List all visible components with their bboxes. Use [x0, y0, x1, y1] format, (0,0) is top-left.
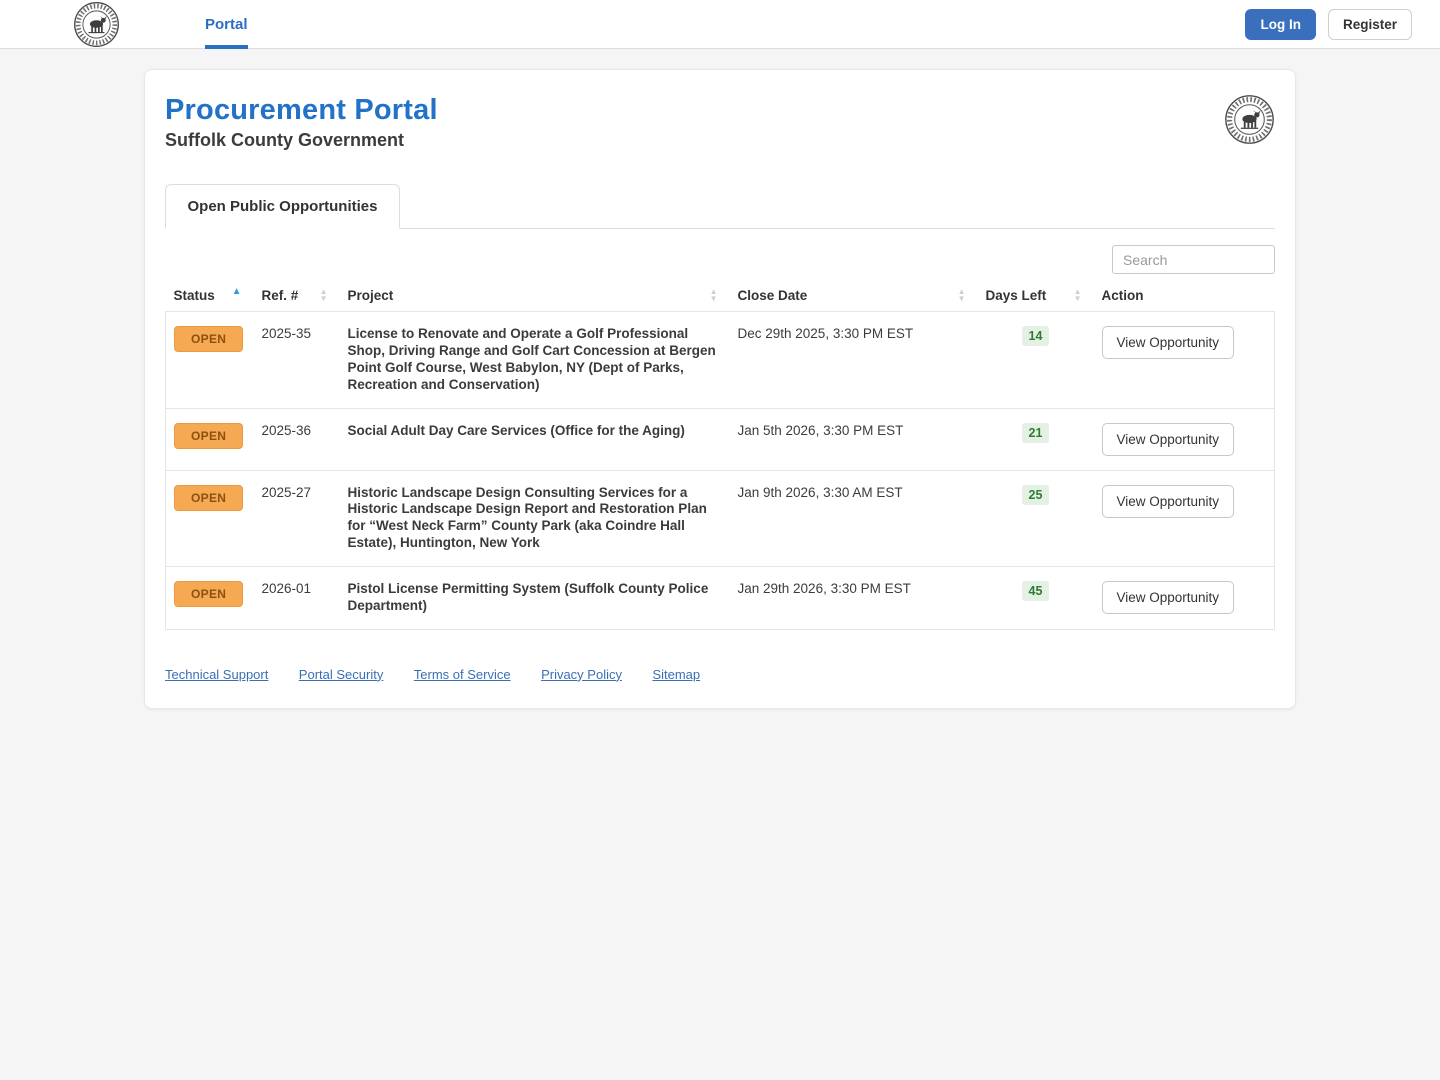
table-row: OPEN 2025-36 Social Adult Day Care Servi…	[165, 408, 1275, 470]
county-seal-icon	[1224, 94, 1275, 145]
project-title: Historic Landscape Design Consulting Ser…	[347, 484, 707, 551]
footer-link-privacy-policy[interactable]: Privacy Policy	[541, 666, 622, 682]
register-button[interactable]: Register	[1327, 8, 1412, 40]
project-title: License to Renovate and Operate a Golf P…	[347, 326, 716, 392]
sort-ascending-icon: ▲	[231, 285, 242, 297]
top-navbar: Portal Log In Register	[0, 0, 1440, 49]
view-opportunity-button[interactable]: View Opportunity	[1101, 326, 1235, 359]
table-row: OPEN 2025-35 License to Renovate and Ope…	[166, 312, 1275, 409]
active-tab-indicator	[205, 44, 248, 49]
column-header-days-left[interactable]: Days Left ▲ ▼	[985, 286, 1082, 303]
page-subtitle: Suffolk County Government	[165, 130, 405, 150]
search-input[interactable]	[1112, 245, 1275, 274]
card-footer: Technical Support Portal Security Terms …	[165, 630, 1275, 708]
sort-icon: ▲ ▼	[1073, 286, 1082, 303]
view-opportunity-button[interactable]: View Opportunity	[1101, 581, 1235, 614]
view-opportunity-button[interactable]: View Opportunity	[1101, 422, 1235, 456]
status-badge: OPEN	[174, 326, 244, 352]
ref-number: 2025-35	[261, 326, 312, 341]
column-header-status[interactable]: Status ▲	[173, 285, 242, 303]
ref-number: 2025-36	[261, 422, 312, 438]
column-header-ref[interactable]: Ref. # ▲ ▼	[261, 286, 328, 303]
column-header-action: Action	[1101, 288, 1144, 303]
status-badge: OPEN	[174, 422, 244, 449]
card-header: Procurement Portal Suffolk County Govern…	[165, 94, 1275, 151]
close-date: Dec 29th 2025, 3:30 PM EST	[737, 326, 914, 341]
tab-bar: Open Public Opportunities	[165, 184, 1275, 229]
tab-open-public-opportunities[interactable]: Open Public Opportunities	[165, 184, 400, 229]
ref-number: 2025-27	[261, 484, 312, 500]
sort-icon: ▲ ▼	[319, 286, 328, 303]
days-left-badge: 21	[1021, 422, 1050, 443]
status-badge: OPEN	[174, 484, 244, 511]
close-date: Jan 29th 2026, 3:30 PM EST	[737, 581, 911, 596]
project-title: Pistol License Permitting System (Suffol…	[347, 581, 709, 613]
search-row	[165, 245, 1275, 274]
status-badge: OPEN	[174, 581, 244, 607]
nav-portal-link[interactable]: Portal	[205, 0, 248, 49]
column-header-close-date[interactable]: Close Date ▲ ▼	[737, 286, 966, 303]
sort-icon: ▲ ▼	[957, 286, 966, 303]
days-left-badge: 14	[1021, 326, 1050, 346]
navbar-auth-buttons: Log In Register	[1245, 8, 1412, 40]
view-opportunity-button[interactable]: View Opportunity	[1101, 484, 1235, 518]
table-row: OPEN 2025-27 Historic Landscape Design C…	[165, 470, 1275, 567]
county-seal-icon	[73, 1, 120, 48]
nav-portal-label: Portal	[205, 15, 248, 33]
close-date: Jan 9th 2026, 3:30 AM EST	[737, 484, 903, 500]
footer-link-sitemap[interactable]: Sitemap	[652, 666, 701, 682]
procurement-portal-card: Procurement Portal Suffolk County Govern…	[144, 69, 1296, 709]
footer-link-terms-of-service[interactable]: Terms of Service	[413, 666, 511, 682]
close-date: Jan 5th 2026, 3:30 PM EST	[737, 422, 904, 438]
ref-number: 2026-01	[261, 581, 312, 596]
sort-icon: ▲ ▼	[709, 286, 718, 303]
opportunities-table: Status ▲ Ref. # ▲ ▼ Project ▲ ▼	[165, 282, 1275, 630]
table-row: OPEN 2026-01 Pistol License Permitting S…	[165, 566, 1275, 630]
project-title: Social Adult Day Care Services (Office f…	[347, 422, 685, 438]
page-title: Procurement Portal	[165, 94, 438, 126]
days-left-badge: 45	[1021, 581, 1050, 601]
table-header-row: Status ▲ Ref. # ▲ ▼ Project ▲ ▼	[166, 282, 1275, 312]
login-button[interactable]: Log In	[1245, 8, 1316, 40]
footer-link-portal-security[interactable]: Portal Security	[298, 666, 384, 682]
column-header-project[interactable]: Project ▲ ▼	[347, 286, 718, 303]
days-left-badge: 25	[1021, 484, 1050, 505]
footer-link-technical-support[interactable]: Technical Support	[165, 666, 269, 682]
